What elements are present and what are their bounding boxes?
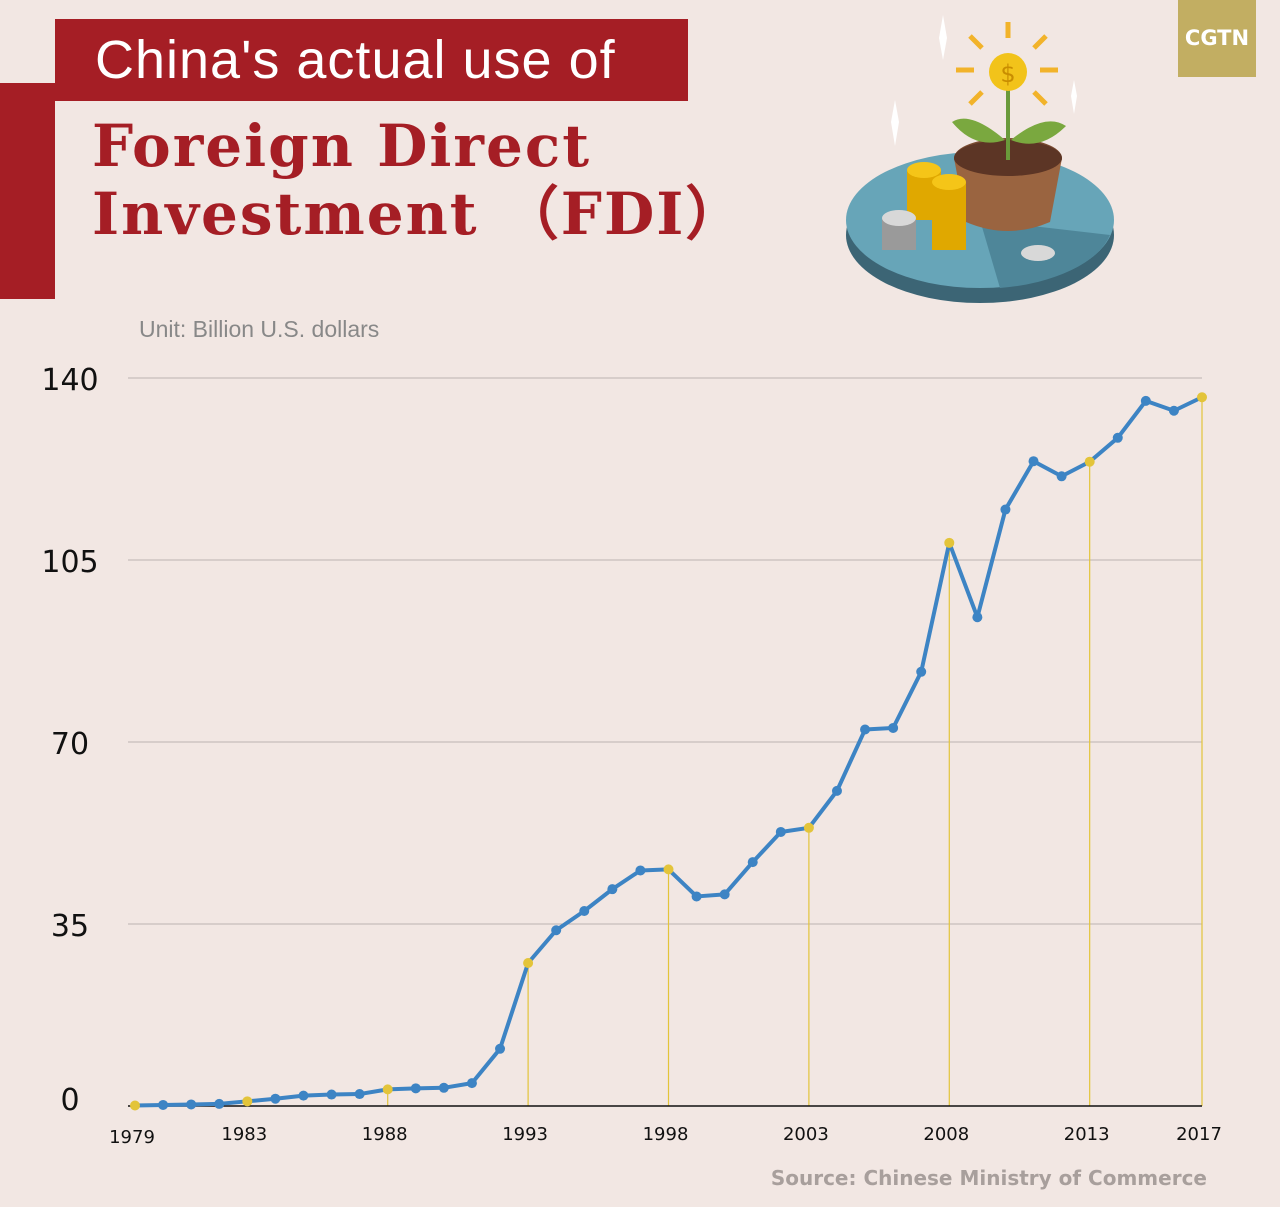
- x-tick-label: 2017: [1176, 1124, 1222, 1145]
- svg-text:$: $: [1000, 60, 1015, 88]
- title-line-2: Investment （FDI）: [92, 180, 746, 248]
- data-point-1986: [326, 1089, 337, 1100]
- x-tick-label: 2013: [1064, 1124, 1110, 1145]
- y-tick-label: 35: [51, 909, 89, 944]
- data-point-1983: [242, 1096, 253, 1107]
- data-point-1985: [298, 1090, 309, 1101]
- x-tick-label: 1983: [221, 1124, 267, 1145]
- data-point-2005: [860, 724, 871, 735]
- data-point-1979: [130, 1100, 140, 1111]
- data-point-1984: [270, 1093, 281, 1104]
- data-point-1995: [579, 906, 590, 916]
- y-tick-label: 105: [41, 545, 98, 580]
- data-point-1988: [382, 1084, 393, 1095]
- data-point-1993: [523, 958, 534, 968]
- data-point-2012: [1056, 471, 1067, 482]
- title-line-1: Foreign Direct: [92, 112, 591, 180]
- data-point-2002: [775, 826, 786, 837]
- unit-label: Unit: Billion U.S. dollars: [139, 316, 380, 342]
- data-point-2001: [747, 857, 758, 868]
- data-point-2006: [888, 722, 899, 733]
- data-point-2000: [719, 889, 730, 900]
- data-point-2008: [944, 537, 955, 548]
- data-point-1994: [551, 925, 562, 936]
- data-point-1999: [691, 891, 702, 902]
- data-point-1991: [466, 1078, 477, 1089]
- x-tick-label: 1979: [109, 1127, 155, 1148]
- x-tick-label: 2008: [923, 1124, 969, 1145]
- data-point-2015: [1140, 395, 1151, 406]
- accent-bar: [0, 83, 55, 299]
- data-point-2013: [1084, 456, 1095, 467]
- x-tick-label: 1998: [643, 1124, 689, 1145]
- source-note: Source: Chinese Ministry of Commerce: [770, 1166, 1207, 1190]
- data-point-1982: [214, 1098, 225, 1109]
- data-point-2003: [803, 822, 814, 833]
- x-tick-label: 2003: [783, 1124, 829, 1145]
- data-point-1989: [410, 1083, 421, 1094]
- data-point-1997: [635, 865, 646, 876]
- y-tick-label: 0: [60, 1083, 79, 1118]
- x-tick-label: 1993: [502, 1124, 548, 1145]
- title-banner: China's actual use of: [55, 19, 688, 101]
- chart-title: Foreign Direct Investment （FDI）: [92, 112, 745, 248]
- x-tick-label: 1988: [362, 1124, 408, 1145]
- data-point-2014: [1112, 432, 1123, 443]
- money-plant-illustration: $: [846, 15, 1114, 303]
- data-point-1990: [438, 1082, 449, 1093]
- data-point-2007: [916, 666, 927, 677]
- data-point-1981: [186, 1099, 197, 1110]
- data-point-1992: [495, 1043, 506, 1054]
- data-point-2011: [1028, 456, 1039, 467]
- data-point-2009: [972, 612, 983, 623]
- data-point-1996: [607, 884, 618, 895]
- data-point-1998: [663, 864, 674, 875]
- cgtn-logo: CGTN: [1178, 0, 1256, 77]
- y-tick-label: 70: [51, 727, 89, 762]
- data-point-1987: [354, 1089, 365, 1100]
- data-point-2017: [1197, 392, 1207, 403]
- data-point-2010: [1000, 504, 1011, 515]
- y-tick-label: 140: [41, 363, 98, 398]
- data-point-1980: [158, 1099, 169, 1110]
- data-point-2004: [831, 785, 842, 796]
- data-point-2016: [1168, 405, 1179, 416]
